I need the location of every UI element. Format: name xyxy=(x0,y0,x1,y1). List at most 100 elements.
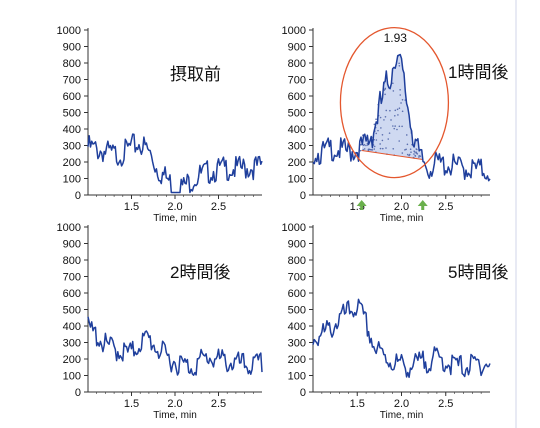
series-line xyxy=(312,298,491,379)
y-tick-label: 300 xyxy=(288,338,306,350)
y-tick-label: 600 xyxy=(63,91,81,103)
series-line xyxy=(87,316,263,376)
y-tick-label: 100 xyxy=(63,174,81,186)
y-tick-label: 500 xyxy=(63,108,81,120)
x-axis-label: Time, min xyxy=(380,410,424,421)
x-axis-label: Time, min xyxy=(153,410,197,421)
x-tick-label: 2.0 xyxy=(167,201,182,213)
chart-panel-2-hours-after: 0 100 200 300 400 500 600 700 800 900 1000 1.5 2.0 2.… xyxy=(57,222,263,421)
peak-area-dot xyxy=(392,125,394,127)
peak-area-dot xyxy=(375,139,378,141)
y-tick-label: 200 xyxy=(63,157,81,169)
panel-title: 2時間後 xyxy=(170,263,230,282)
peak-area-dot xyxy=(394,109,397,112)
peak-area-dot xyxy=(399,88,401,91)
peak-area-dot xyxy=(381,139,384,142)
y-tick-label: 800 xyxy=(288,58,306,70)
marker-arrow-icon xyxy=(417,200,428,206)
peak-area-dot xyxy=(373,123,376,126)
panel-title: 5時間後 xyxy=(448,263,508,282)
peak-area-dot xyxy=(410,151,412,153)
peak-area-dot xyxy=(381,133,384,136)
y-tick-label: 200 xyxy=(63,354,81,366)
y-tick-label: 0 xyxy=(300,387,306,399)
peak-area-dot xyxy=(389,109,391,112)
peak-area-dot xyxy=(377,129,379,132)
peak-area-dot xyxy=(401,110,404,113)
peak-area-dot xyxy=(413,153,415,155)
peak-area-dot xyxy=(396,108,399,111)
y-tick-label: 700 xyxy=(63,272,81,284)
peak-area-dot xyxy=(398,62,400,65)
panel-title: 摂取前 xyxy=(170,65,221,84)
peak-area-dot xyxy=(398,125,401,128)
y-tick-label: 0 xyxy=(300,190,306,202)
y-tick-label: 600 xyxy=(288,91,306,103)
peak-area-dot xyxy=(408,153,411,156)
peak-area-dot xyxy=(379,147,382,150)
peak-area-dot xyxy=(379,116,382,119)
peak-value-label: 1.93 xyxy=(384,31,408,45)
y-tick-label: 500 xyxy=(288,305,306,317)
y-tick-label: 900 xyxy=(288,42,306,54)
y-tick-label: 300 xyxy=(288,141,306,153)
y-tick-label: 700 xyxy=(63,75,81,87)
peak-area-dot xyxy=(416,153,419,155)
peak-area-dot xyxy=(385,109,388,112)
peak-area-dot xyxy=(388,132,391,134)
peak-area-dot xyxy=(392,82,394,85)
chart-panel-5-hours-after: 0 100 200 300 400 500 600 700 800 900 1000 1.5 2.0 2.… xyxy=(282,222,509,421)
peak-area-dot xyxy=(381,147,384,150)
peak-area-dot xyxy=(418,156,420,158)
peak-area-dot xyxy=(414,155,417,157)
peak-area-dot xyxy=(384,93,386,96)
panel-title: 1時間後 xyxy=(448,63,508,82)
y-tick-label: 1000 xyxy=(57,222,81,234)
peak-area-dot xyxy=(413,150,415,152)
y-tick-label: 900 xyxy=(63,239,81,251)
y-tick-label: 500 xyxy=(63,305,81,317)
y-tick-label: 400 xyxy=(288,321,306,333)
peak-area-dot xyxy=(404,149,406,151)
x-tick-label: 2.5 xyxy=(438,201,453,213)
peak-area-dot xyxy=(387,138,390,140)
y-tick-label: 500 xyxy=(288,108,306,120)
peak-area-dot xyxy=(383,119,385,121)
x-tick-label: 1.5 xyxy=(350,398,365,410)
peak-area-dot xyxy=(396,128,398,131)
peak-area-dot xyxy=(390,119,392,121)
peak-area-dot xyxy=(406,143,409,146)
peak-baseline xyxy=(361,149,423,161)
peak-area-dot xyxy=(401,152,404,154)
y-tick-label: 900 xyxy=(63,42,81,54)
x-tick-label: 2.5 xyxy=(438,398,453,410)
y-tick-label: 1000 xyxy=(282,25,306,37)
y-tick-label: 100 xyxy=(288,174,306,186)
y-tick-label: 400 xyxy=(63,321,81,333)
y-tick-label: 400 xyxy=(288,124,306,136)
y-tick-label: 400 xyxy=(63,124,81,136)
peak-area-dot xyxy=(359,149,362,152)
series-line xyxy=(312,53,491,182)
y-tick-label: 0 xyxy=(75,387,81,399)
y-tick-label: 600 xyxy=(63,288,81,300)
peak-area-dot xyxy=(409,148,412,151)
y-tick-label: 200 xyxy=(288,354,306,366)
peak-area-dot xyxy=(373,145,376,148)
peak-area-dot xyxy=(367,148,370,151)
peak-area-dot xyxy=(375,132,378,135)
peak-area-dot xyxy=(371,149,374,151)
peak-area-dot xyxy=(365,144,367,147)
x-tick-label: 2.0 xyxy=(394,201,409,213)
peak-area-dot xyxy=(401,125,403,128)
peak-area-dot xyxy=(363,148,366,150)
y-tick-label: 700 xyxy=(288,75,306,87)
peak-area-dot xyxy=(401,99,404,101)
peak-area-dot xyxy=(406,153,409,156)
peak-area-dot xyxy=(416,148,418,151)
peak-area-dot xyxy=(405,148,407,151)
y-tick-label: 800 xyxy=(63,58,81,70)
x-tick-label: 2.5 xyxy=(211,398,226,410)
peak-area-dot xyxy=(405,134,408,136)
